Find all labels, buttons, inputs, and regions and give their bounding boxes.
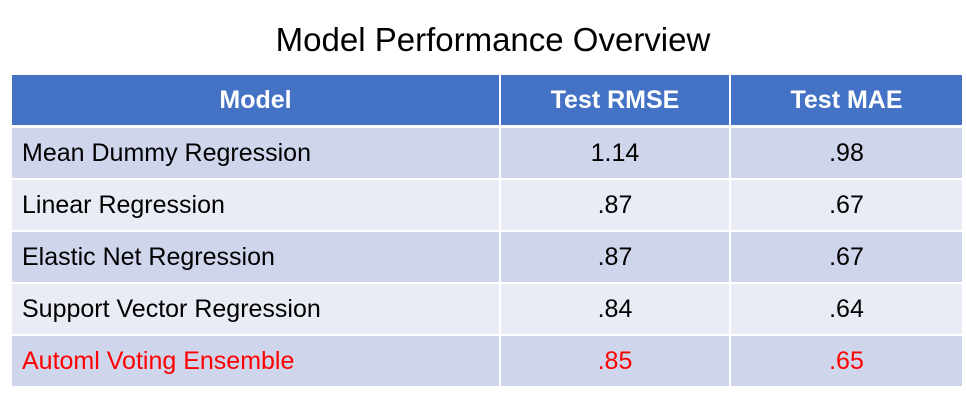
test-mae-cell: .64 bbox=[730, 283, 962, 336]
table-row: Linear Regression .87 .67 bbox=[12, 179, 962, 232]
performance-table: Model Test RMSE Test MAE Mean Dummy Regr… bbox=[12, 75, 962, 388]
test-rmse-cell: 1.14 bbox=[500, 126, 731, 180]
test-mae-cell: .67 bbox=[730, 231, 962, 284]
table-row: Mean Dummy Regression 1.14 .98 bbox=[12, 126, 962, 180]
table-row-highlighted: Automl Voting Ensemble .85 .65 bbox=[12, 335, 962, 388]
table-row: Elastic Net Regression .87 .67 bbox=[12, 231, 962, 284]
test-rmse-cell: .87 bbox=[500, 231, 731, 284]
column-header-model: Model bbox=[12, 75, 501, 128]
model-name-cell: Mean Dummy Regression bbox=[12, 126, 501, 180]
model-name-cell: Support Vector Regression bbox=[12, 283, 501, 336]
column-header-test-rmse: Test RMSE bbox=[500, 75, 731, 128]
test-mae-cell: .98 bbox=[730, 126, 962, 180]
page-title: Model Performance Overview bbox=[275, 21, 711, 58]
model-name-cell: Linear Regression bbox=[12, 179, 501, 232]
model-name-cell: Automl Voting Ensemble bbox=[12, 335, 501, 388]
test-rmse-cell: .87 bbox=[500, 179, 731, 232]
column-header-test-mae: Test MAE bbox=[730, 75, 962, 128]
table-row: Support Vector Regression .84 .64 bbox=[12, 283, 962, 336]
test-rmse-cell: .84 bbox=[500, 283, 731, 336]
model-name-cell: Elastic Net Regression bbox=[12, 231, 501, 284]
test-rmse-cell: .85 bbox=[500, 335, 731, 388]
table-header-row: Model Test RMSE Test MAE bbox=[12, 75, 962, 128]
test-mae-cell: .65 bbox=[730, 335, 962, 388]
test-mae-cell: .67 bbox=[730, 179, 962, 232]
